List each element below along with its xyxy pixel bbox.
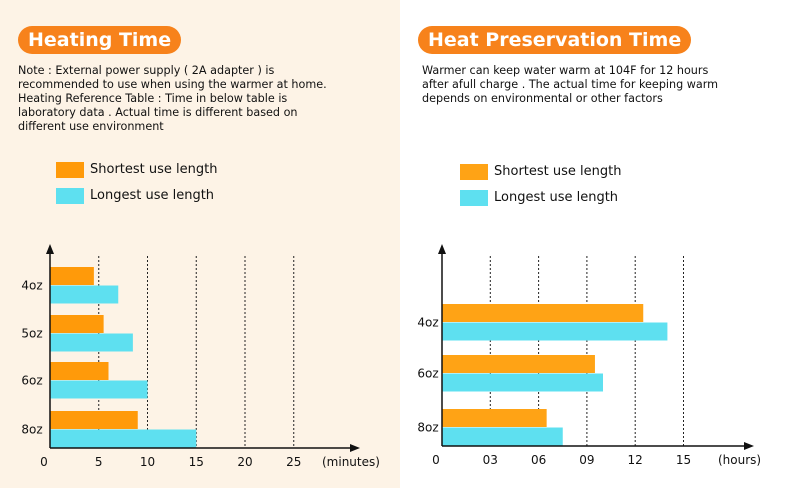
category-label: 4oz	[417, 316, 438, 330]
x-tick-label: 15	[676, 453, 691, 467]
category-label: 6oz	[21, 374, 42, 388]
x-tick-label: 20	[237, 455, 252, 469]
category-label: 8oz	[21, 423, 42, 437]
heating-time-panel: Heating Time Note : External power suppl…	[0, 0, 400, 488]
legend-swatch-shortest	[56, 162, 84, 178]
heating-time-title: Heating Time	[18, 26, 182, 54]
bar-shortest	[50, 267, 94, 285]
x-tick-label: 09	[579, 453, 594, 467]
bar-shortest	[50, 411, 138, 429]
legend-label-shortest: Shortest use length	[494, 164, 622, 179]
bar-longest	[442, 322, 668, 341]
bar-longest	[50, 380, 148, 399]
legend-swatch-shortest	[460, 164, 488, 180]
heating-time-note: Note : External power supply ( 2A adapte…	[18, 64, 327, 133]
x-tick-label: 25	[286, 455, 301, 469]
bar-longest	[50, 285, 119, 304]
x-tick-label: 06	[531, 453, 546, 467]
x-axis-label: (minutes)	[322, 455, 380, 469]
bar-longest	[442, 427, 563, 446]
x-axis-arrow	[350, 444, 360, 452]
y-axis-arrow	[46, 244, 54, 254]
legend-label-longest: Longest use length	[494, 190, 619, 205]
x-tick-label: 15	[189, 455, 204, 469]
legend-label-shortest: Shortest use length	[90, 162, 218, 177]
x-tick-label: 5	[95, 455, 103, 469]
category-label: 5oz	[21, 327, 42, 341]
x-tick-label: 0	[40, 455, 48, 469]
x-tick-label: 10	[140, 455, 155, 469]
x-axis-arrow	[744, 442, 754, 450]
x-axis-label: (hours)	[718, 453, 761, 467]
bar-longest	[50, 333, 133, 352]
bar-shortest	[50, 362, 109, 380]
heat-preservation-note: Warmer can keep water warm at 104F for 1…	[422, 64, 719, 105]
x-tick-label: 03	[483, 453, 498, 467]
category-label: 6oz	[417, 367, 438, 381]
x-tick-label: 0	[432, 453, 440, 467]
category-label: 4oz	[21, 279, 42, 293]
heat-preservation-title: Heat Preservation Time	[418, 26, 692, 54]
heat-preservation-panel: Heat Preservation Time Warmer can keep w…	[400, 0, 790, 488]
bar-longest	[50, 429, 197, 448]
bar-longest	[442, 373, 603, 392]
y-axis-arrow	[438, 244, 446, 254]
bar-shortest	[442, 409, 547, 427]
legend-swatch-longest	[460, 190, 488, 206]
bar-shortest	[442, 355, 595, 373]
legend-swatch-longest	[56, 188, 84, 204]
x-tick-label: 12	[628, 453, 643, 467]
category-label: 8oz	[417, 421, 438, 435]
legend-label-longest: Longest use length	[90, 188, 215, 203]
bar-shortest	[442, 304, 644, 322]
heat-preservation-chart: 4oz 6oz 8oz 0 03 06 09 12 15 (hours)	[417, 244, 761, 467]
bar-shortest	[50, 315, 104, 333]
heating-time-chart: 4oz 5oz 6oz 8oz 0 5 10 15 20 25 (minutes)	[21, 244, 380, 469]
